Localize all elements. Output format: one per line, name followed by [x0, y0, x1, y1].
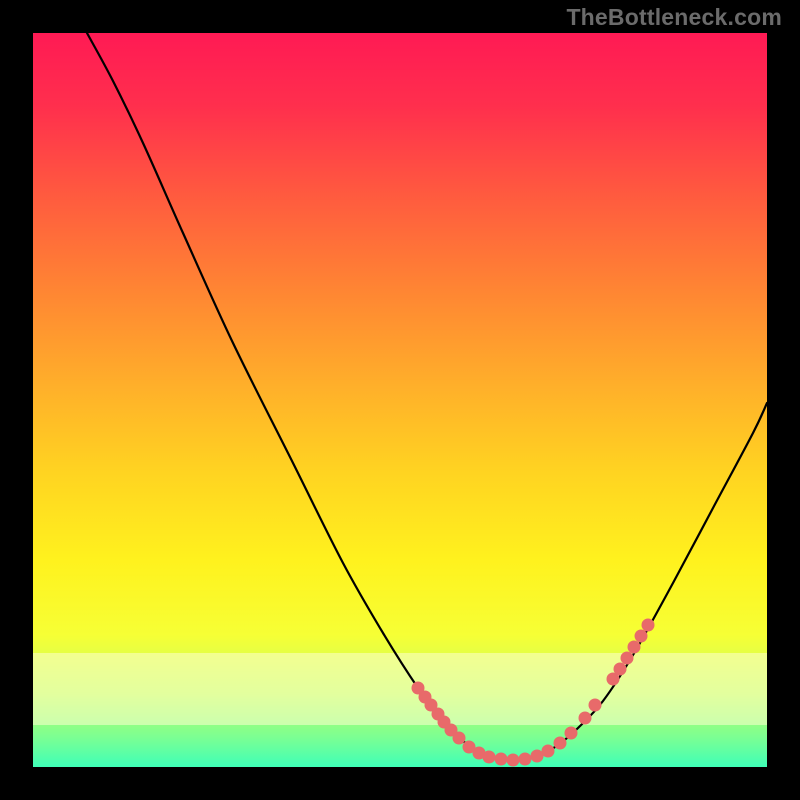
curve-marker — [554, 737, 567, 750]
watermark-text: TheBottleneck.com — [566, 4, 782, 31]
bottleneck-chart — [33, 33, 767, 767]
curve-marker — [589, 699, 602, 712]
curve-marker — [642, 619, 655, 632]
curve-marker — [519, 753, 532, 766]
curve-marker — [542, 745, 555, 758]
highlight-band — [33, 653, 767, 725]
curve-marker — [495, 753, 508, 766]
curve-marker — [614, 663, 627, 676]
curve-marker — [453, 732, 466, 745]
curve-marker — [483, 751, 496, 764]
curve-marker — [635, 630, 648, 643]
curve-marker — [621, 652, 634, 665]
curve-marker — [628, 641, 641, 654]
curve-marker — [507, 754, 520, 767]
curve-marker — [565, 727, 578, 740]
curve-marker — [579, 712, 592, 725]
